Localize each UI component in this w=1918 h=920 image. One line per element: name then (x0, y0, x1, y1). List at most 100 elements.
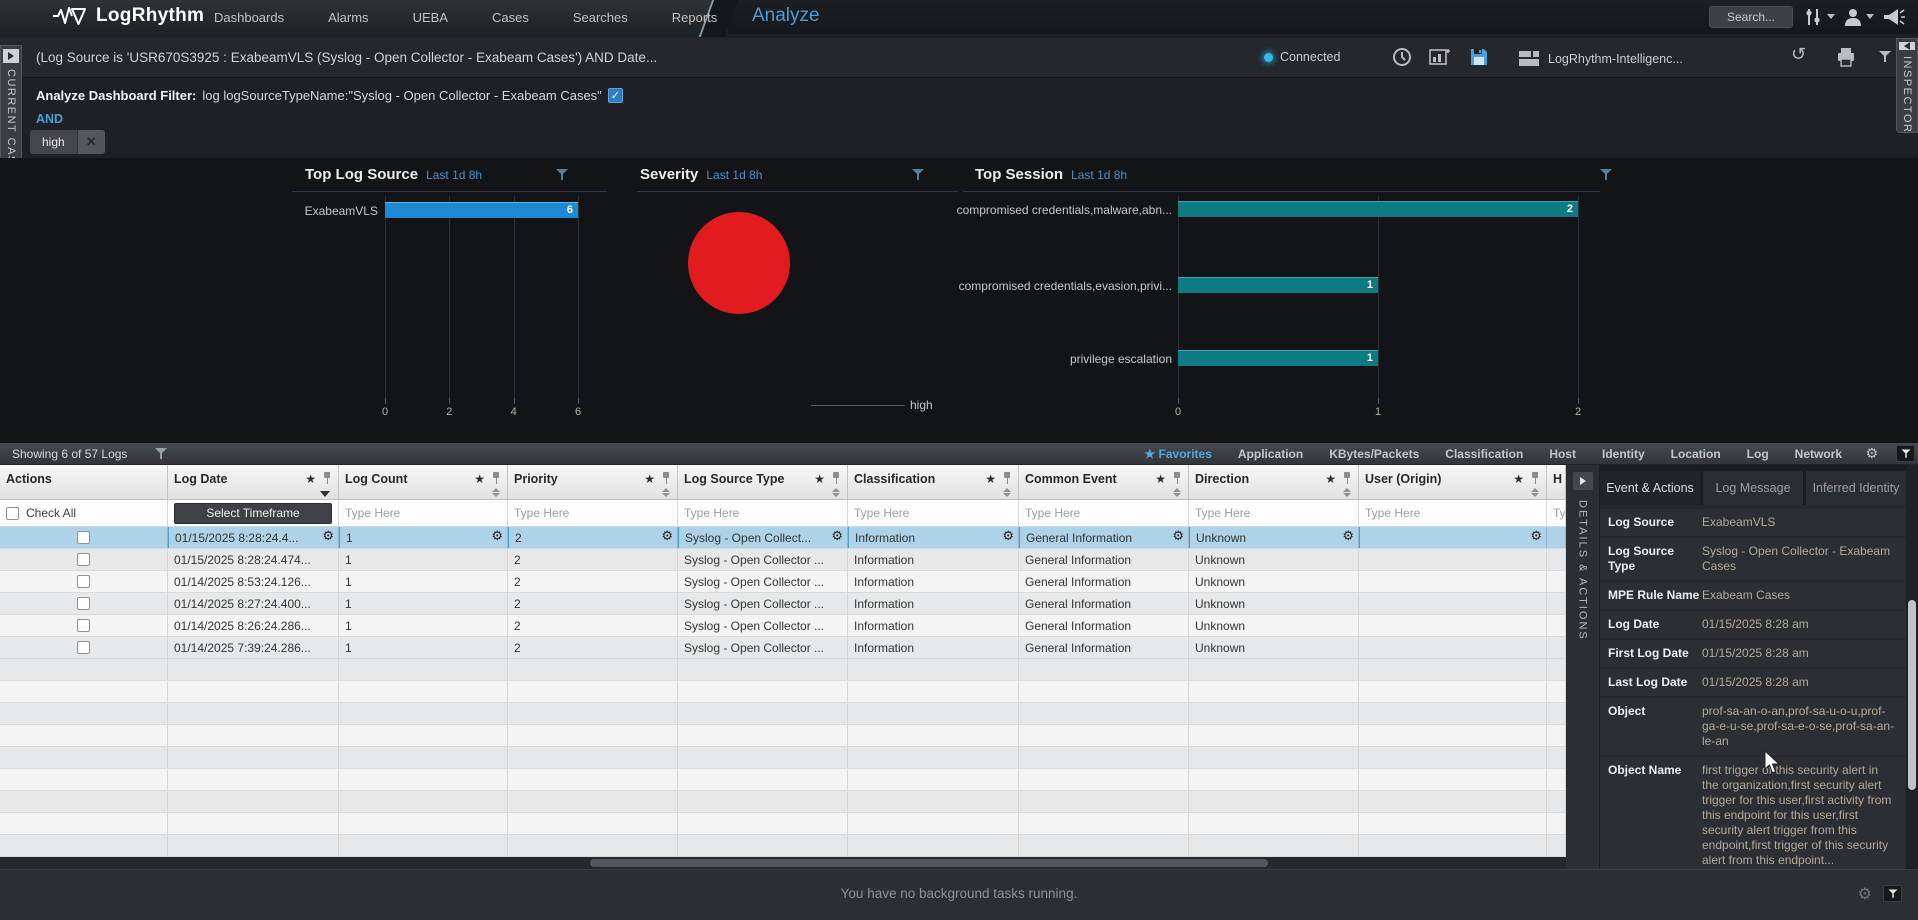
bar-exabeamvls[interactable]: 6 (385, 202, 578, 218)
table-row[interactable]: 01/15/2025 8:28:24.4... ⚙ 1 ⚙ 2 ⚙ Syslog - Ope… (0, 527, 1566, 549)
cell-actions-gear-icon[interactable]: ⚙ (491, 529, 503, 544)
pin-column-icon[interactable] (1173, 472, 1181, 485)
sort-toggle-icon[interactable] (1531, 488, 1539, 497)
view-tab-classification[interactable]: Classification (1445, 446, 1524, 461)
view-tab-kbytes-packets[interactable]: KBytes/Packets (1329, 446, 1420, 461)
favorite-column-star-icon[interactable]: ★ (1513, 472, 1524, 486)
pin-column-icon[interactable] (1003, 472, 1011, 485)
view-tab-host[interactable]: Host (1549, 446, 1576, 461)
column-header-priority[interactable]: Priority ★ (508, 465, 678, 499)
pin-column-icon[interactable] (662, 472, 670, 485)
pin-column-icon[interactable] (832, 472, 840, 485)
details-scrollbar-thumb[interactable] (1908, 600, 1916, 790)
view-tab-application[interactable]: Application (1237, 446, 1304, 461)
column-header-actions[interactable]: Actions (0, 465, 168, 499)
megaphone-icon[interactable] (1882, 7, 1906, 27)
filter-enabled-checkbox[interactable]: ✓ (607, 88, 623, 103)
column-header-log-count[interactable]: Log Count ★ (339, 465, 508, 499)
column-filter-input[interactable]: Type Here (1359, 500, 1547, 526)
dashboard-filter-expression[interactable]: log logSourceTypeName:"Syslog - Open Col… (202, 88, 602, 103)
sort-toggle-icon[interactable] (1003, 488, 1011, 497)
row-checkbox[interactable] (77, 531, 90, 544)
details-scrollbar[interactable] (1906, 465, 1918, 869)
grid-horizontal-scrollbar[interactable] (0, 857, 1566, 869)
details-tab-event-actions[interactable]: Event & Actions (1600, 471, 1700, 505)
logrhythm-logo[interactable]: LogRhythm (52, 5, 204, 27)
favorite-column-star-icon[interactable]: ★ (1325, 472, 1336, 486)
table-filter-button[interactable] (1896, 445, 1915, 462)
row-checkbox[interactable] (77, 553, 90, 566)
column-header-log-source-type[interactable]: Log Source Type ★ (678, 465, 848, 499)
column-filter-input[interactable]: Type Here (678, 500, 848, 526)
table-row[interactable]: 01/14/2025 8:26:24.286... 1 2 Syslog - Open… (0, 615, 1566, 637)
details-tab-inferred-identity[interactable]: Inferred Identity (1806, 471, 1906, 505)
cell-actions-gear-icon[interactable]: ⚙ (1530, 529, 1542, 544)
column-filter-input[interactable]: Type Here (848, 500, 1019, 526)
row-checkbox[interactable] (77, 619, 90, 632)
column-filter-input[interactable]: Type Here (1547, 500, 1566, 526)
view-tab-network[interactable]: Network (1794, 446, 1842, 461)
column-filter-input[interactable]: Type Here (508, 500, 678, 526)
cell-actions-gear-icon[interactable]: ⚙ (1342, 529, 1354, 544)
cell-actions-gear-icon[interactable]: ⚙ (661, 529, 673, 544)
bar-session-1[interactable]: 1 (1178, 277, 1378, 293)
row-checkbox[interactable] (77, 597, 90, 610)
favorite-column-star-icon[interactable]: ★ (305, 472, 316, 486)
table-row[interactable]: 01/14/2025 7:39:24.286... 1 2 Syslog - Open… (0, 637, 1566, 659)
column-header-user-origin-[interactable]: User (Origin) ★ (1359, 465, 1547, 499)
table-row[interactable]: 01/14/2025 8:27:24.400... 1 2 Syslog - Open… (0, 593, 1566, 615)
table-row[interactable]: 01/14/2025 8:53:24.126... 1 2 Syslog - Open… (0, 571, 1566, 593)
sort-descending-icon[interactable] (320, 491, 330, 497)
nav-item-alarms[interactable]: Alarms (328, 9, 369, 25)
severity-filter-icon[interactable] (912, 169, 925, 181)
clock-icon[interactable] (1392, 47, 1412, 67)
column-filter-input[interactable]: Type Here (1189, 500, 1359, 526)
details-strip[interactable]: DETAILS & ACTIONS (1566, 465, 1600, 869)
query-filter-icon[interactable] (1879, 51, 1891, 63)
nav-item-ueba[interactable]: UEBA (412, 9, 448, 25)
sort-toggle-icon[interactable] (832, 488, 840, 497)
expand-details-icon[interactable] (1572, 472, 1593, 490)
column-header-classification[interactable]: Classification ★ (848, 465, 1019, 499)
current-case-tab[interactable]: CURRENT CASE (0, 45, 22, 190)
nav-item-reports[interactable]: Reports (671, 9, 718, 25)
save-search-icon[interactable] (1469, 47, 1489, 67)
row-checkbox[interactable] (77, 575, 90, 588)
column-header-h[interactable]: H (1547, 465, 1566, 499)
sort-toggle-icon[interactable] (1343, 488, 1351, 497)
severity-donut[interactable] (688, 212, 790, 314)
user-caret-icon[interactable] (1866, 14, 1874, 19)
column-filter-input[interactable]: Type Here (1019, 500, 1189, 526)
view-tab-favorites[interactable]: ★ Favorites (1144, 446, 1212, 461)
row-checkbox[interactable] (77, 641, 90, 654)
user-icon[interactable] (1843, 7, 1863, 27)
tab-analyze[interactable]: Analyze (752, 5, 820, 26)
favorite-column-star-icon[interactable]: ★ (474, 472, 485, 486)
scrollbar-thumb[interactable] (590, 859, 1268, 867)
sliders-caret-icon[interactable] (1827, 14, 1835, 19)
column-filter-input[interactable]: Type Here (339, 500, 508, 526)
filter-tag-high[interactable]: high ✕ (30, 130, 105, 154)
favorite-column-star-icon[interactable]: ★ (814, 472, 825, 486)
saved-search[interactable]: LogRhythm-Intelligenc... (1518, 50, 1683, 67)
pin-column-icon[interactable] (492, 472, 500, 485)
refresh-icon[interactable]: ↺ (1791, 44, 1807, 65)
column-header-log-date[interactable]: Log Date ★ (168, 465, 339, 499)
view-tab-identity[interactable]: Identity (1601, 446, 1645, 461)
view-tab-location[interactable]: Location (1670, 446, 1721, 461)
nav-item-searches[interactable]: Searches (572, 9, 628, 25)
sliders-icon[interactable] (1803, 8, 1823, 26)
table-row[interactable]: 01/15/2025 8:28:24.474... 1 2 Syslog - Open… (0, 549, 1566, 571)
table-settings-gear-icon[interactable]: ⚙ (1865, 445, 1878, 462)
column-header-common-event[interactable]: Common Event ★ (1019, 465, 1189, 499)
sort-toggle-icon[interactable] (662, 488, 670, 497)
favorite-column-star-icon[interactable]: ★ (644, 472, 655, 486)
expand-inspector-icon[interactable] (1899, 42, 1915, 50)
filter-operator[interactable]: AND (36, 112, 64, 126)
check-all-checkbox[interactable] (6, 506, 19, 520)
cell-actions-gear-icon[interactable]: ⚙ (831, 529, 843, 544)
details-tab-log-message[interactable]: Log Message (1703, 471, 1803, 505)
sort-toggle-icon[interactable] (492, 488, 500, 497)
view-tab-log[interactable]: Log (1746, 446, 1769, 461)
column-header-direction[interactable]: Direction ★ (1189, 465, 1359, 499)
